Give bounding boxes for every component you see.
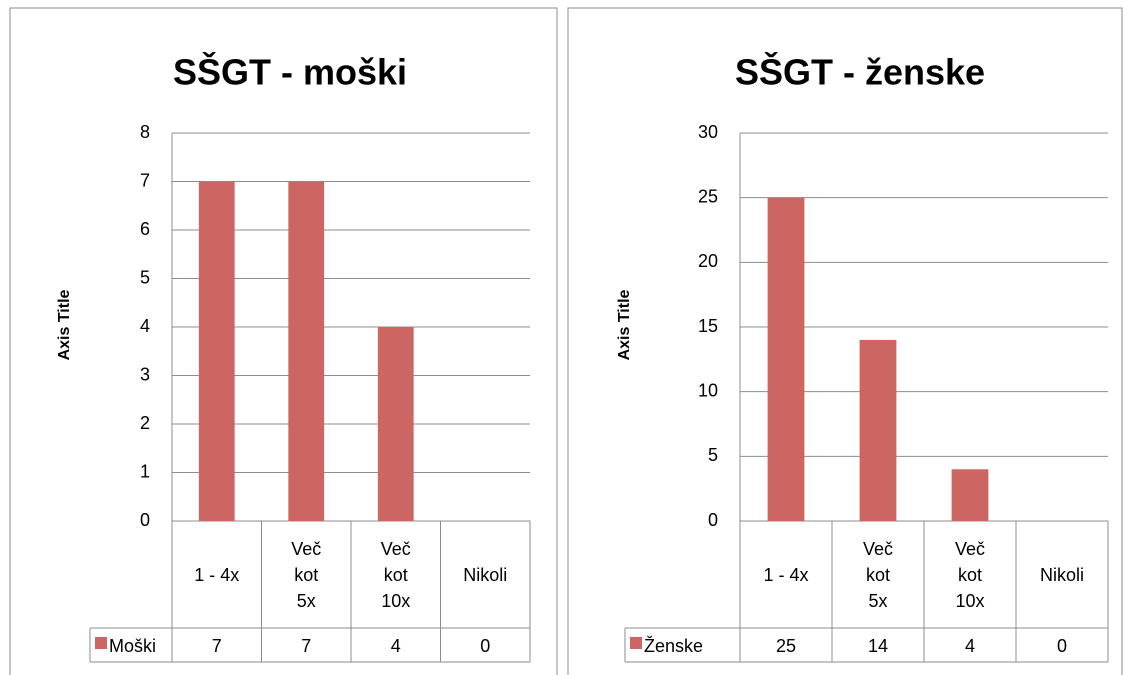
y-tick-label: 3: [140, 364, 150, 384]
panel-border: [9, 7, 558, 675]
legend-swatch: [95, 637, 107, 649]
panel-border: [567, 7, 1123, 675]
bar: [859, 339, 897, 521]
x-tick-label: Več kot 10x: [954, 538, 986, 611]
y-tick-label: 20: [698, 251, 718, 271]
x-tick-label: 1 - 4x: [763, 564, 809, 585]
legend-label: Ženske: [644, 636, 703, 656]
y-tick-label: 10: [698, 380, 718, 400]
table-value: 4: [391, 636, 401, 656]
x-tick-label-box: Več kot 5x: [291, 538, 322, 611]
chart-title: SŠGT - ženske: [735, 51, 985, 93]
y-tick-label: 0: [140, 510, 150, 530]
table-value: 25: [776, 636, 796, 656]
table-value: 0: [1057, 636, 1067, 656]
x-tick-label-box: Več kot 10x: [380, 538, 411, 611]
table-value: 7: [212, 636, 222, 656]
y-tick-label: 0: [708, 510, 718, 530]
table-value: 0: [480, 636, 490, 656]
y-tick-label: 1: [140, 461, 150, 481]
y-tick-label: 25: [698, 186, 718, 206]
x-tick-label: Nikoli: [463, 564, 508, 585]
table-value: 4: [965, 636, 975, 656]
y-tick-label: 5: [708, 445, 718, 465]
x-tick-label-box: Nikoli: [463, 564, 508, 585]
chart-title: SŠGT - moški: [173, 51, 407, 93]
y-tick-label: 30: [698, 122, 718, 142]
x-tick-label: Več kot 5x: [862, 538, 894, 611]
x-tick-label: Več kot 10x: [380, 538, 411, 611]
legend-label: Moški: [109, 636, 156, 656]
bar: [198, 181, 235, 521]
y-axis-title: Axis Title: [616, 289, 633, 360]
y-tick-label: 2: [140, 413, 150, 433]
legend-swatch: [630, 637, 642, 649]
y-tick-label: 15: [698, 316, 718, 336]
table-value: 14: [868, 636, 888, 656]
x-tick-label-box: 1 - 4x: [763, 564, 809, 585]
y-tick-label: 5: [140, 267, 150, 287]
y-tick-label: 6: [140, 219, 150, 239]
x-tick-label-box: Nikoli: [1039, 564, 1084, 585]
y-tick-label: 8: [140, 122, 150, 142]
x-tick-label-box: Več kot 5x: [862, 538, 894, 611]
x-tick-label: Več kot 5x: [291, 538, 322, 611]
bar: [767, 197, 805, 521]
x-tick-label: Nikoli: [1039, 564, 1084, 585]
bar: [377, 327, 414, 521]
y-tick-label: 4: [140, 316, 150, 336]
bar: [951, 469, 989, 521]
x-tick-label-box: 1 - 4x: [194, 564, 240, 585]
table-value: 7: [301, 636, 311, 656]
y-tick-label: 7: [140, 170, 150, 190]
y-axis-title: Axis Title: [56, 289, 73, 360]
x-tick-label-box: Več kot 10x: [954, 538, 986, 611]
bar: [288, 181, 325, 521]
x-tick-label: 1 - 4x: [194, 564, 240, 585]
